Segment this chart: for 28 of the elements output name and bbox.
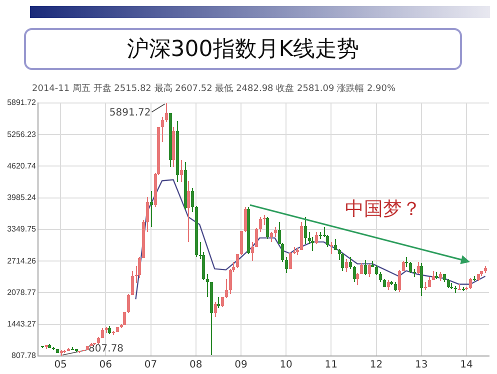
y-tick-label: 1443.27 — [7, 320, 37, 329]
chart-title: 沪深300指数月K线走势 — [24, 28, 462, 70]
x-tick-label: 14 — [460, 360, 473, 371]
chart-subtitle: 2014-11 周五 开盘 2515.82 最高 2607.52 最低 2482.98 收盘 2581.09 涨跌幅 2.90% — [32, 82, 396, 95]
x-tick-label: 10 — [280, 360, 292, 371]
annotation: 5891.72 — [109, 108, 151, 119]
candlestick — [330, 242, 333, 254]
y-tick-label: 5256.23 — [7, 130, 37, 139]
y-tick-label: 2714.26 — [7, 256, 37, 266]
y-tick-label: 4620.74 — [7, 161, 37, 170]
y-tick-label: 5891.72 — [7, 98, 37, 108]
x-tick-label: 07 — [144, 360, 158, 371]
x-tick-label: 12 — [370, 360, 383, 371]
x-tick-label: 08 — [189, 360, 202, 371]
annotation: 807.78 — [88, 344, 124, 355]
y-tick-label: 2078.77 — [7, 288, 37, 297]
annotation: 中国梦？ — [345, 197, 421, 222]
y-tick-label: 807.78 — [12, 351, 37, 360]
y-tick-label: 3985.24 — [7, 193, 37, 202]
x-tick-label: 13 — [414, 360, 428, 371]
x-tick-label: 06 — [99, 360, 112, 371]
candlestick — [150, 191, 153, 227]
x-tick-label: 05 — [54, 360, 67, 371]
x-tick-label: 09 — [234, 360, 248, 371]
x-tick-label: 11 — [324, 360, 338, 371]
candlestick — [405, 257, 408, 267]
candlestick — [263, 215, 266, 225]
y-tick-label: 3349.75 — [7, 224, 37, 234]
